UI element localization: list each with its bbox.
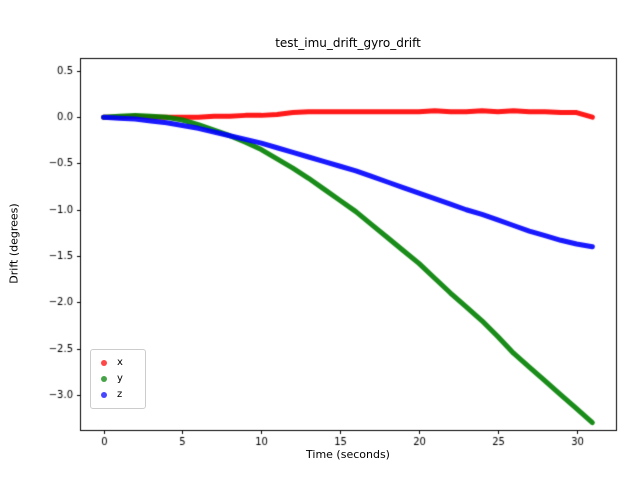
legend-label-x: x bbox=[117, 357, 123, 368]
legend-item-z: z bbox=[99, 387, 137, 403]
legend-marker-z-icon bbox=[101, 392, 107, 398]
legend-marker-y-icon bbox=[101, 376, 107, 382]
legend-marker-x-icon bbox=[101, 360, 107, 366]
y-axis-label: Drift (degrees) bbox=[7, 203, 21, 284]
x-axis-label: Time (seconds) bbox=[306, 448, 390, 461]
legend-label-z: z bbox=[117, 389, 123, 400]
chart-title: test_imu_drift_gyro_drift bbox=[275, 36, 421, 50]
legend-label-y: y bbox=[117, 373, 123, 384]
legend-item-y: y bbox=[99, 371, 137, 387]
legend-item-x: x bbox=[99, 355, 137, 371]
legend: x y z bbox=[90, 349, 146, 409]
